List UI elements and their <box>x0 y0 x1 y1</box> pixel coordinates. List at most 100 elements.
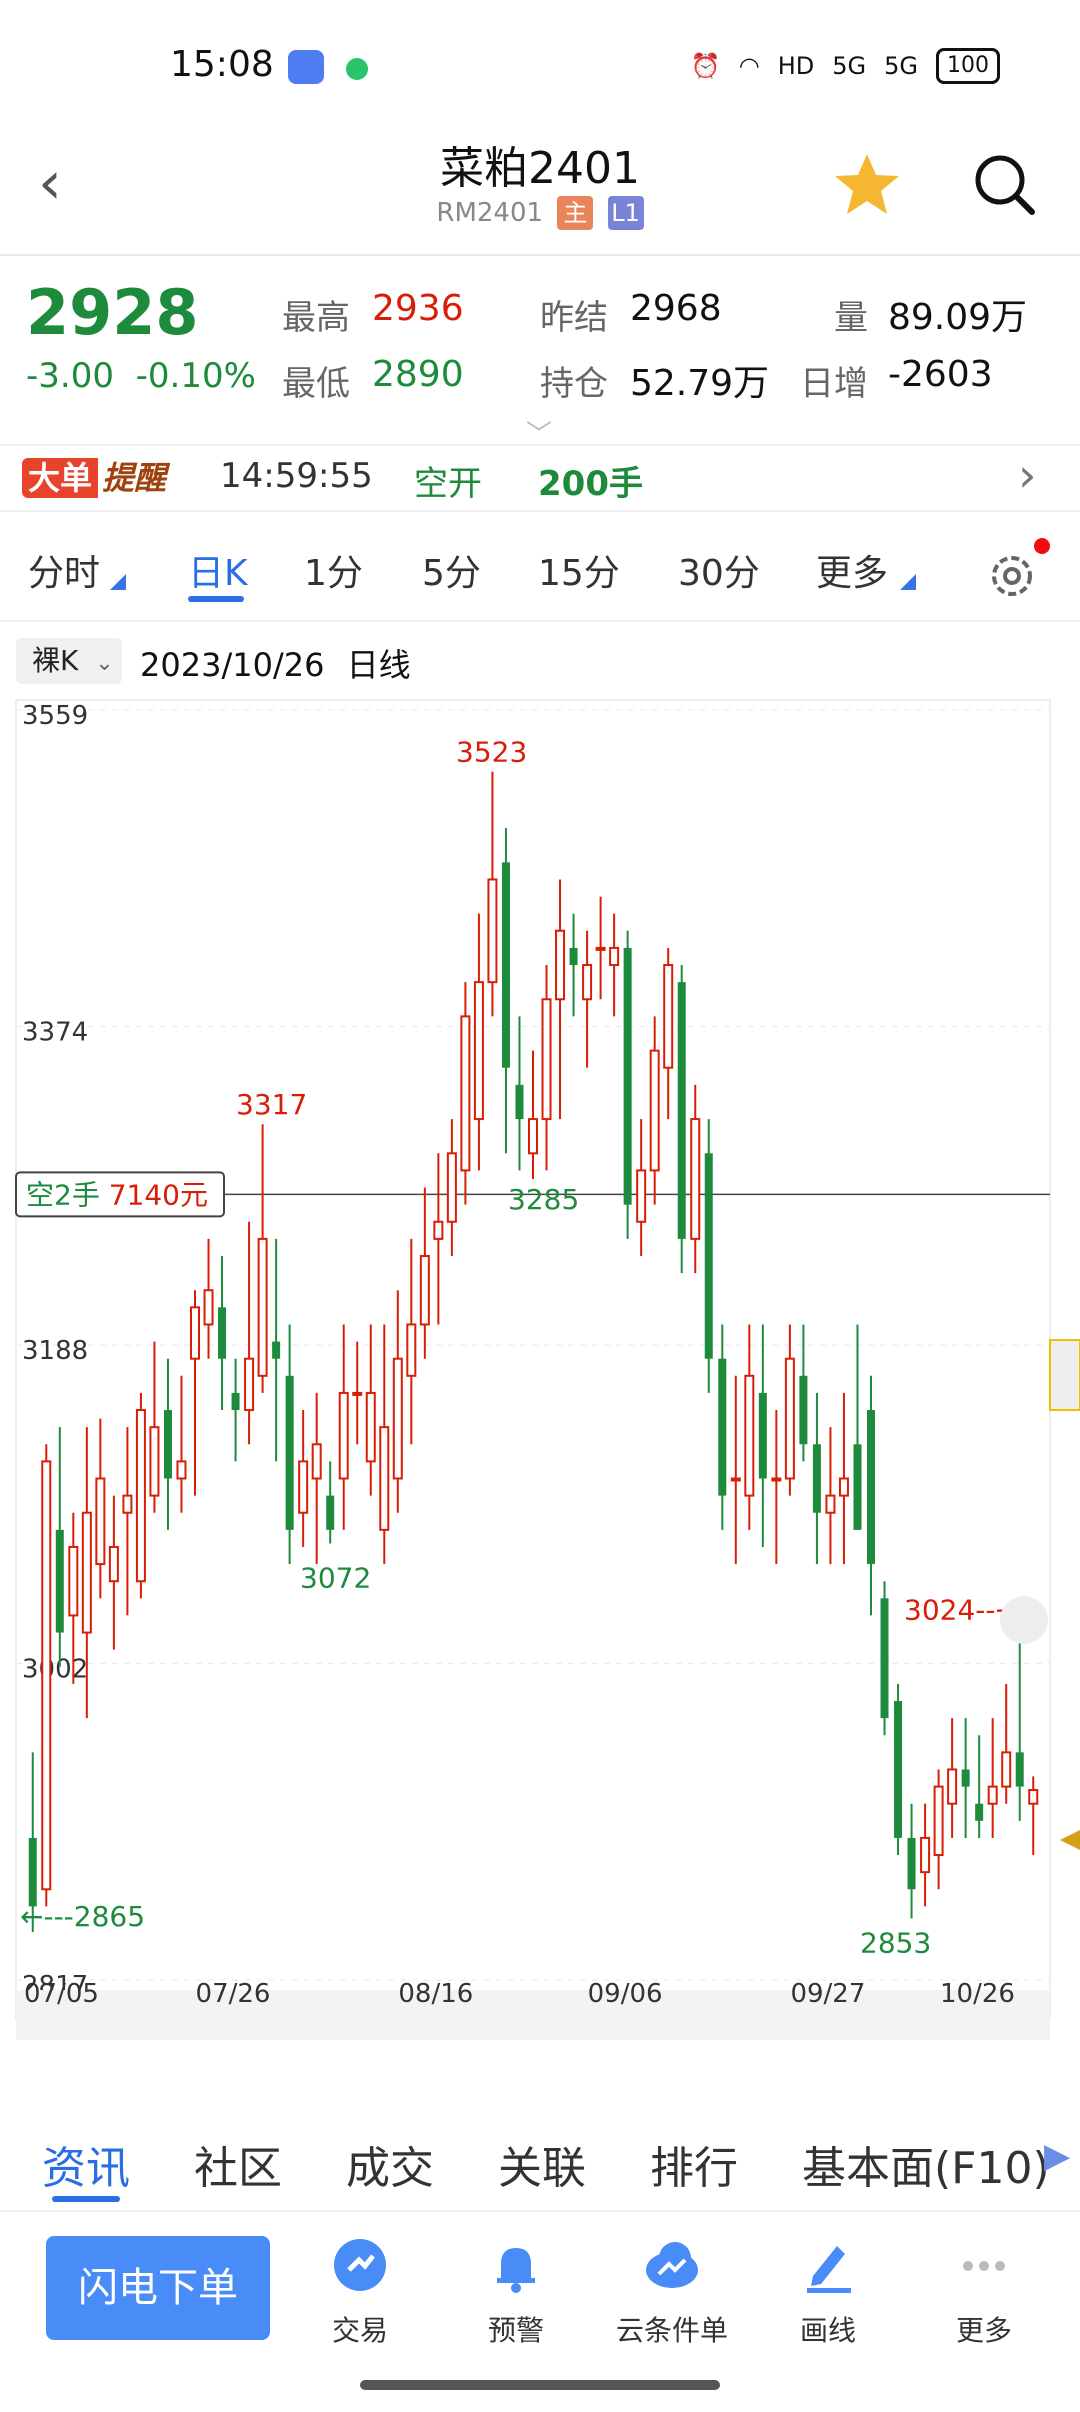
tab-30min[interactable]: 30分 <box>678 553 760 594</box>
more-button[interactable]: 更多 <box>914 2236 1054 2356</box>
tab-intraday[interactable]: 分时 <box>28 553 101 594</box>
candle-body-down <box>272 1341 281 1359</box>
pen-icon <box>807 2246 851 2293</box>
y-tick-label: 3002 <box>22 1654 88 1684</box>
tab-community[interactable]: 社区 <box>194 2143 282 2194</box>
candle-body-up <box>933 1785 944 1857</box>
trade-button[interactable]: 交易 <box>290 2236 430 2356</box>
candle-body-up <box>81 1511 92 1634</box>
candle-body-up <box>392 1357 403 1480</box>
trade-icon <box>334 2239 386 2291</box>
search-icon[interactable] <box>970 150 1040 220</box>
candle-body-up <box>419 1254 430 1326</box>
x-tick-label: 09/27 <box>790 1979 865 2009</box>
y-tick-label: 3374 <box>22 1018 88 1048</box>
candle-body-down <box>758 1392 767 1479</box>
low-label: 最低 <box>282 364 350 404</box>
candle-body-up <box>122 1494 133 1514</box>
candle-body-up <box>595 946 606 951</box>
k-mode-select[interactable]: 裸K ⌄ <box>16 638 122 684</box>
high-value: 2936 <box>372 288 464 329</box>
info-tabs: 资讯 社区 成交 关联 排行 基本面(F10) ▶ <box>0 2110 1080 2212</box>
candle-body-up <box>379 1426 390 1531</box>
draw-line-button[interactable]: 画线 <box>758 2236 898 2356</box>
open-interest-label: 持仓 <box>540 364 608 404</box>
level1-tag: L1 <box>607 196 644 230</box>
daily-increase-label: 日增 <box>800 364 868 404</box>
candle-body-down <box>961 1769 970 1787</box>
chevron-down-icon: ⌄ <box>95 651 114 676</box>
status-icons: ⏰ ◠ HD 5G 5G 100 <box>691 48 1000 84</box>
volume-label: 量 <box>834 298 868 338</box>
prev-settle-label: 昨结 <box>540 298 608 338</box>
battery-icon: 100 <box>936 48 1000 84</box>
flash-order-button[interactable]: 闪电下单 <box>46 2236 270 2340</box>
tab-more[interactable]: 更多 <box>816 553 889 594</box>
candle-body-up <box>108 1545 119 1583</box>
chart-date-value: 2023/10/26 <box>140 646 325 684</box>
tab-related[interactable]: 关联 <box>498 2143 586 2194</box>
alert-label: 预警 <box>487 2314 544 2347</box>
y-tick-label: 3559 <box>22 701 88 731</box>
expand-chevron-icon[interactable]: ﹀ <box>526 420 553 450</box>
x-tick-label: 10/26 <box>940 1979 1015 2009</box>
dropdown-triangle-icon <box>110 574 126 590</box>
trade-label: 交易 <box>331 2314 388 2347</box>
price-change: -3.00 -0.10% <box>26 356 256 396</box>
volume-value: 89.09万 <box>888 297 1028 338</box>
candle-body-down <box>231 1392 240 1411</box>
last-price-marker <box>1060 1830 1080 1850</box>
alert-time: 14:59:55 <box>220 456 373 496</box>
tab-trades[interactable]: 成交 <box>346 2143 434 2194</box>
badge-big-order: 大单 <box>22 458 99 498</box>
cloud-order-button[interactable]: 云条件单 <box>602 2236 742 2356</box>
candle-body-down <box>907 1837 916 1890</box>
quote-panel: 2928 -3.00 -0.10% 最高 2936 最低 2890 昨结 296… <box>0 256 1080 450</box>
candle-body-up <box>298 1460 309 1514</box>
candle-body-down <box>812 1444 821 1513</box>
instrument-header: ‹ 菜粕2401 RM2401 主 L1 <box>0 120 1080 256</box>
tab-fundamentals[interactable]: 基本面(F10) <box>802 2143 1050 2194</box>
prev-settle-value: 2968 <box>630 288 722 329</box>
back-chevron-icon[interactable]: ‹ <box>38 148 62 218</box>
tab-daily-k[interactable]: 日K <box>188 553 248 594</box>
candle-body-up <box>528 1118 538 1155</box>
big-order-badge: 大单 提醒 <box>22 458 166 498</box>
settings-gear-icon[interactable] <box>984 546 1042 604</box>
candle-body-up <box>433 1220 444 1240</box>
candle-body-up <box>649 1049 660 1172</box>
candle-body-up <box>838 1477 849 1497</box>
tab-1min[interactable]: 1分 <box>304 553 363 594</box>
big-order-alert[interactable]: 大单 提醒 14:59:55 空开 200手 › <box>0 446 1080 512</box>
active-info-tab-indicator <box>52 2196 120 2202</box>
candle-body-up <box>609 946 620 967</box>
tab-5min[interactable]: 5分 <box>422 553 481 594</box>
candle-body-up <box>190 1306 200 1360</box>
scroll-right-icon[interactable]: ▶ <box>1044 2136 1071 2176</box>
candle-body-up <box>825 1494 836 1514</box>
chart-period: 日线 <box>346 646 411 684</box>
change-value: -3.00 <box>26 356 114 396</box>
alert-type: 空开 <box>414 464 482 504</box>
alert-button[interactable]: 预警 <box>446 2236 586 2356</box>
position-tag-text: 空2手 7140元 <box>26 1178 208 1211</box>
candle-body-down <box>55 1529 64 1633</box>
tab-15min[interactable]: 15分 <box>538 553 620 594</box>
status-time: 15:08 <box>170 44 274 85</box>
badge-reminder: 提醒 <box>102 459 167 497</box>
alert-quantity: 200手 <box>538 464 643 504</box>
kline-chart[interactable]: 3559 3374 3188 3002 2817 07/05 07/26 08/16 09/06… <box>0 690 1080 2102</box>
candle-body-up <box>365 1391 376 1463</box>
candle-body-up <box>744 1374 755 1497</box>
cloud-icon <box>646 2242 698 2288</box>
tab-ranking[interactable]: 排行 <box>650 2143 738 2194</box>
favorite-star-icon[interactable] <box>832 150 902 220</box>
candle-body-down <box>894 1701 903 1838</box>
candle-body-up <box>338 1391 349 1480</box>
bell-icon <box>497 2248 535 2293</box>
candle-body-up <box>771 1477 782 1482</box>
x-tick-label: 07/05 <box>24 1979 99 2009</box>
candle-body-down <box>569 947 578 966</box>
tab-news[interactable]: 资讯 <box>42 2143 130 2194</box>
